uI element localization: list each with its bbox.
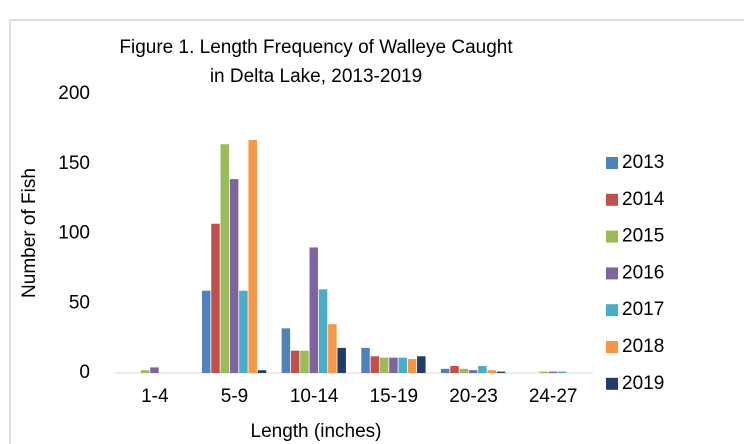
legend-swatch [606,193,618,206]
bar [318,289,328,373]
bar [257,370,267,373]
y-tick-label: 150 [58,153,90,174]
x-tick-label: 1-4 [141,386,169,407]
bar [337,347,346,373]
legend-swatch [606,230,618,243]
bar [379,357,389,373]
bar [468,370,478,373]
legend-swatch [606,267,618,280]
bar [229,179,239,373]
legend-label: 2013 [622,152,664,173]
x-axis-label: Length (inches) [251,421,382,442]
bar [389,357,398,373]
bar [450,366,459,373]
x-tick-label: 15-19 [370,386,419,407]
bar [290,350,300,373]
legend-label: 2016 [622,262,664,283]
x-tick-label: 20-23 [449,386,498,407]
x-tick-label: 5-9 [221,386,248,407]
x-tick-label: 10-14 [290,386,339,407]
bar [140,370,150,373]
bar [248,140,257,373]
bar [361,347,370,373]
bar [309,247,319,373]
y-axis-label: Number of Fish [19,168,40,298]
bar [281,328,291,373]
legend-label: 2017 [622,299,664,320]
bar [478,366,487,373]
bar [459,368,469,373]
bar [548,371,558,373]
y-tick-label: 100 [58,223,90,244]
legend-label: 2014 [622,189,665,210]
legend-label: 2015 [622,226,664,247]
bar [539,371,548,373]
y-tick-label: 0 [79,362,90,383]
chart-title: Figure 1. Length Frequency of Walleye Ca… [119,37,513,58]
bar [407,359,417,373]
legend-swatch [606,341,618,353]
bar [300,350,309,373]
y-tick-label: 50 [69,292,90,313]
x-tick-label: 24-27 [529,386,578,407]
bar [150,367,159,373]
bar [220,144,230,373]
bar [440,368,450,373]
bar [398,357,407,373]
bar [239,290,248,373]
bar [417,356,426,373]
legend-swatch [606,157,618,169]
legend-label: 2019 [622,373,664,394]
bar [370,356,380,373]
legend-swatch [606,377,618,390]
bar [211,223,220,373]
legend-label: 2018 [622,336,664,357]
chart-title: in Delta Lake, 2013-2019 [210,66,422,87]
legend-swatch [606,304,618,317]
bar [557,371,567,373]
bar [328,324,337,373]
bar [201,290,211,373]
bar [496,371,506,373]
bar [487,370,496,373]
y-tick-label: 200 [58,83,90,104]
